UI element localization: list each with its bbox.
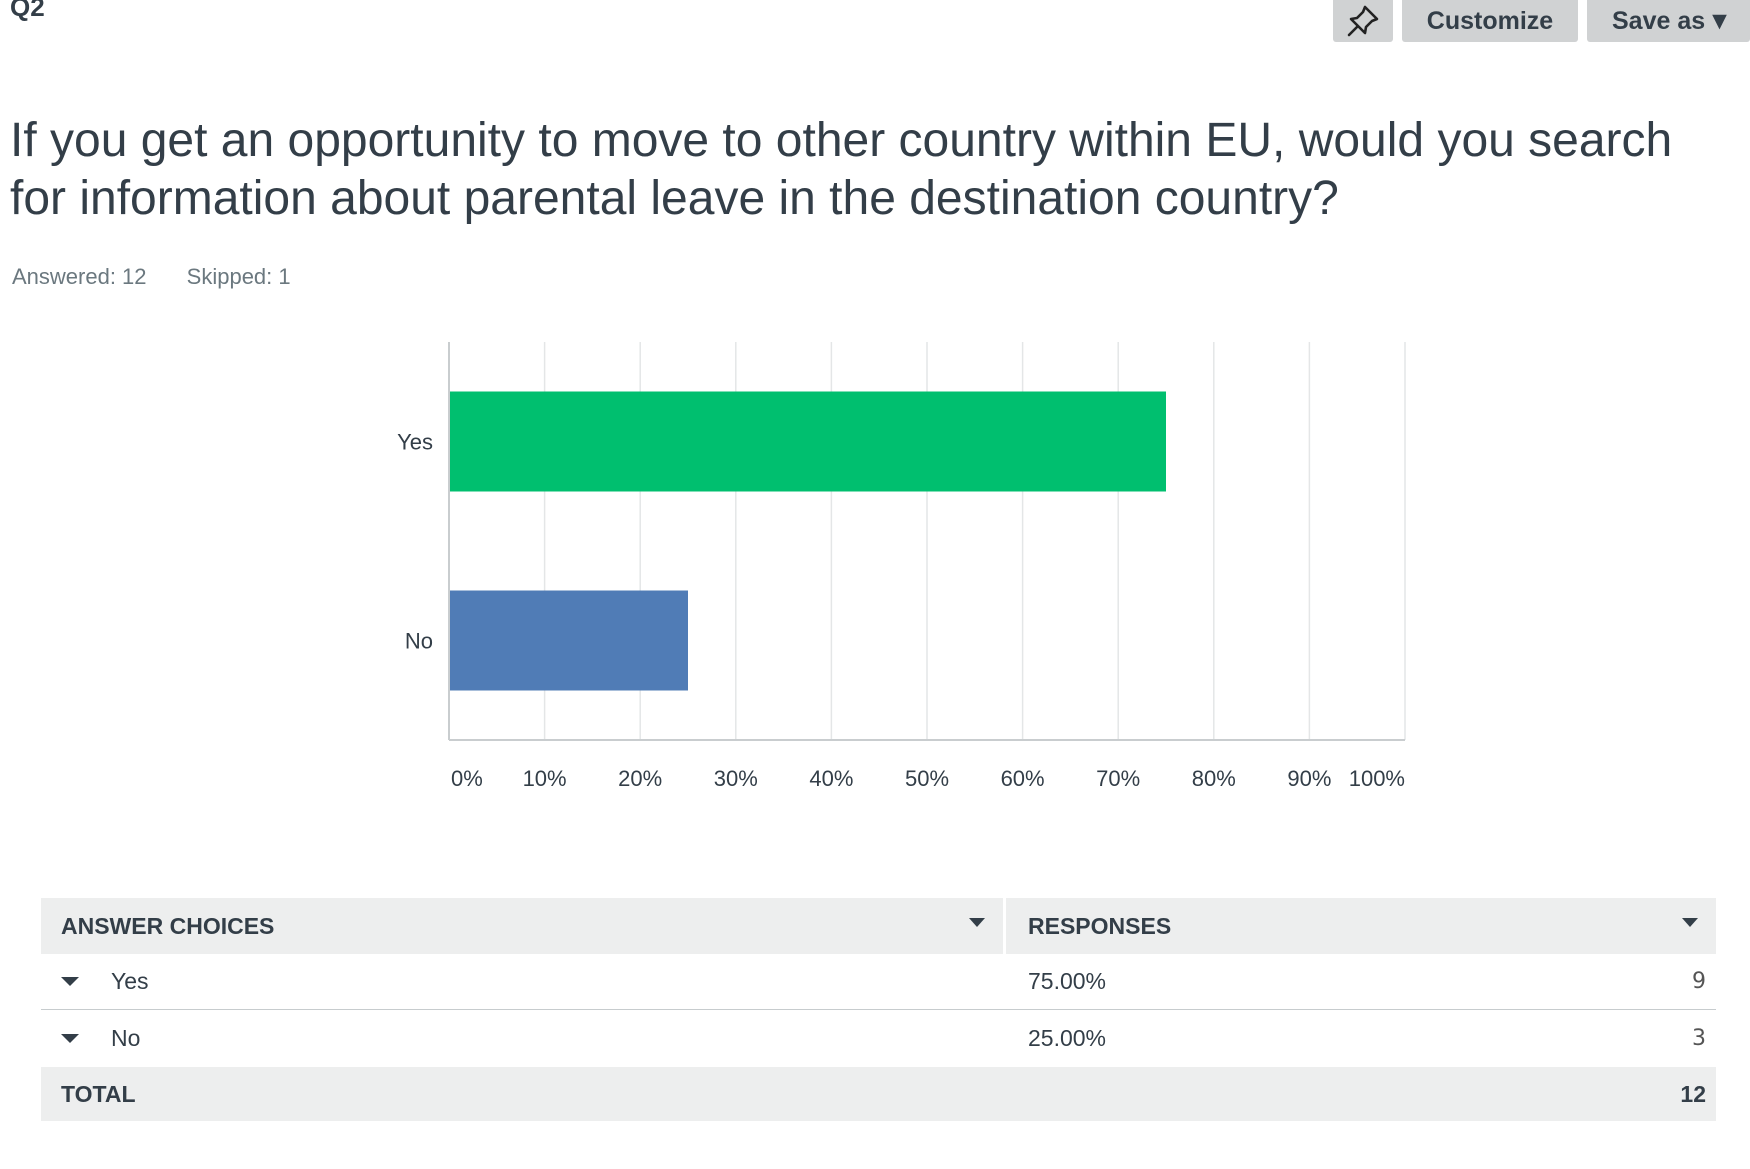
table-header: ANSWER CHOICES RESPONSES — [41, 898, 1716, 954]
x-tick-label: 100% — [1349, 766, 1405, 791]
x-tick-label: 60% — [1001, 766, 1045, 791]
category-label: No — [405, 629, 433, 654]
x-tick-label: 0% — [451, 766, 483, 791]
x-tick-label: 20% — [618, 766, 662, 791]
response-stats: Answered: 12 Skipped: 1 — [12, 264, 325, 290]
sort-responses-icon[interactable] — [1682, 918, 1698, 927]
choice-label: No — [111, 1024, 141, 1051]
chevron-down-icon: ▼ — [1707, 6, 1732, 35]
x-tick-label: 80% — [1192, 766, 1236, 791]
answer-choices-header[interactable]: ANSWER CHOICES — [41, 898, 1003, 954]
response-count: 3 — [1692, 1025, 1706, 1051]
customize-button[interactable]: Customize — [1402, 0, 1578, 42]
x-tick-label: 50% — [905, 766, 949, 791]
response-count: 9 — [1692, 969, 1706, 994]
total-value: 12 — [1680, 1080, 1706, 1107]
responses-header-label: RESPONSES — [1028, 912, 1172, 939]
responses-header[interactable]: RESPONSES — [1006, 898, 1716, 954]
pin-icon — [1347, 5, 1379, 37]
skipped-count: Skipped: 1 — [186, 264, 291, 289]
answer-table: ANSWER CHOICES RESPONSES Yes 75.00% 9 No… — [41, 898, 1716, 1121]
x-tick-label: 70% — [1096, 766, 1140, 791]
category-label: Yes — [397, 430, 433, 455]
answered-count: Answered: 12 — [12, 264, 147, 289]
x-tick-label: 40% — [809, 766, 853, 791]
table-row[interactable]: Yes 75.00% 9 — [41, 954, 1716, 1010]
question-number: Q2 — [10, 0, 45, 22]
x-tick-label: 90% — [1287, 766, 1331, 791]
bar — [450, 590, 688, 691]
question-title: If you get an opportunity to move to oth… — [10, 114, 1673, 225]
bar-chart: 0% 10% 20% 30% 40% 50% 60% 70% 80% 90% 100% Yes No — [397, 342, 1406, 791]
total-label: TOTAL — [61, 1080, 136, 1107]
table-row[interactable]: No 25.00% 3 — [41, 1010, 1716, 1066]
x-tick-label: 10% — [523, 766, 567, 791]
x-tick-label: 30% — [714, 766, 758, 791]
response-percent: 75.00% — [1028, 968, 1107, 994]
expand-row-icon[interactable] — [61, 977, 79, 986]
pin-button[interactable] — [1333, 0, 1393, 42]
save-as-button[interactable]: Save as ▼ — [1587, 0, 1750, 42]
bar — [450, 391, 1166, 492]
total-row: TOTAL 12 — [41, 1067, 1716, 1121]
sort-choices-icon[interactable] — [969, 918, 985, 927]
expand-row-icon[interactable] — [61, 1033, 79, 1043]
save-as-label: Save as — [1612, 6, 1706, 35]
answer-choices-header-label: ANSWER CHOICES — [61, 912, 275, 939]
response-percent: 25.00% — [1028, 1024, 1107, 1051]
choice-label: Yes — [111, 968, 149, 994]
